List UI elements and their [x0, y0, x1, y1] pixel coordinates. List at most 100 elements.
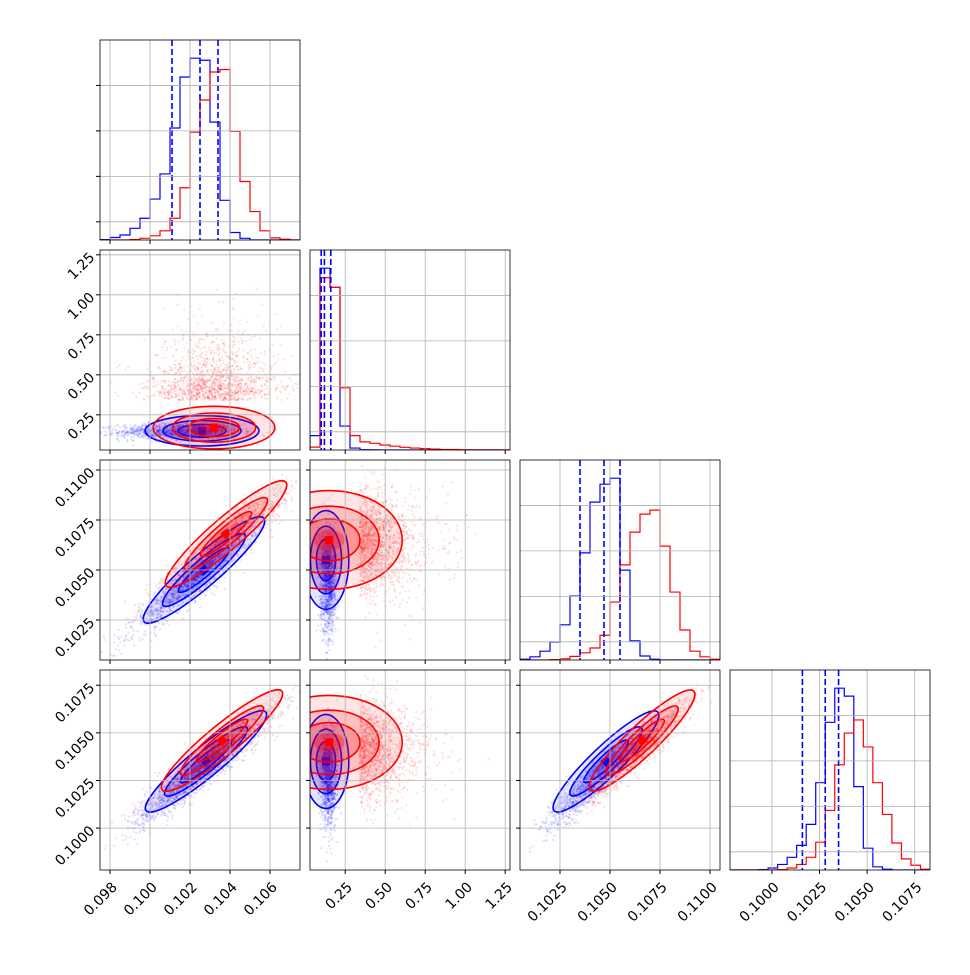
scatter-point [261, 484, 263, 486]
scatter-point [104, 434, 106, 436]
scatter-point [237, 332, 239, 334]
scatter-point [291, 355, 293, 357]
scatter-point [221, 399, 223, 401]
scatter-point [234, 360, 236, 362]
scatter-point [195, 350, 197, 352]
scatter-point [291, 497, 293, 499]
scatter-point [152, 386, 154, 388]
scatter-point [268, 349, 270, 351]
scatter-point [204, 384, 206, 386]
scatter-point [139, 637, 141, 639]
scatter-point [119, 430, 121, 432]
scatter-point [125, 626, 127, 628]
scatter-point [155, 634, 157, 636]
scatter-point [224, 385, 226, 387]
scatter-point [198, 346, 200, 348]
scatter-point [190, 390, 192, 392]
scatter-point [133, 436, 135, 438]
scatter-point [118, 629, 120, 631]
scatter-point [261, 385, 263, 387]
scatter-point [237, 385, 239, 387]
scatter-point [215, 337, 217, 339]
scatter-point [127, 621, 129, 623]
scatter-point [271, 536, 273, 538]
scatter-point [192, 349, 194, 351]
scatter-point [198, 338, 200, 340]
scatter-point [179, 372, 181, 374]
scatter-point [168, 372, 170, 374]
scatter-point [256, 378, 258, 380]
scatter-point [279, 344, 281, 346]
scatter-points-red [110, 287, 331, 401]
scatter-point [199, 363, 201, 365]
scatter-point [201, 315, 203, 317]
scatter-point [186, 342, 188, 344]
scatter-point [221, 385, 223, 387]
scatter-point [249, 383, 251, 385]
scatter-point [278, 523, 280, 525]
scatter-point [82, 439, 84, 441]
scatter-point [141, 435, 143, 437]
scatter-point [222, 359, 224, 361]
scatter-point [264, 384, 266, 386]
scatter-point [128, 632, 130, 634]
scatter-point [164, 370, 166, 372]
scatter-point [243, 361, 245, 363]
scatter-point [231, 385, 233, 387]
scatter-point [192, 332, 194, 334]
scatter-point [174, 384, 176, 386]
panel-content [310, 250, 510, 450]
scatter-point [251, 357, 253, 359]
scatter-point [236, 366, 238, 368]
scatter-point [193, 360, 195, 362]
scatter-point [245, 340, 247, 342]
scatter-point [118, 424, 120, 426]
scatter-point [193, 315, 195, 317]
scatter-point [192, 384, 194, 386]
scatter-point [211, 322, 213, 324]
scatter-point [117, 636, 119, 638]
scatter-point [238, 394, 240, 396]
scatter-point [196, 362, 198, 364]
scatter-point [201, 351, 203, 353]
scatter-point [292, 388, 294, 390]
scatter-point [133, 433, 135, 435]
scatter-point [286, 385, 288, 387]
scatter-point [101, 651, 103, 653]
scatter-point [199, 347, 201, 349]
scatter-point [164, 382, 166, 384]
scatter-point [266, 398, 268, 400]
scatter-point [123, 644, 125, 646]
scatter-point [167, 398, 169, 400]
scatter-point [225, 379, 227, 381]
scatter-point [121, 431, 123, 433]
scatter-point [131, 436, 133, 438]
scatter-point [264, 350, 266, 352]
scatter-point [209, 383, 211, 385]
scatter-point [127, 434, 129, 436]
scatter-point [117, 645, 119, 647]
scatter-point [239, 372, 241, 374]
scatter-point [144, 630, 146, 632]
scatter-point [182, 357, 184, 359]
scatter-point [191, 396, 193, 398]
scatter-point [125, 427, 127, 429]
scatter-point [174, 396, 176, 398]
scatter-point [172, 329, 174, 331]
scatter-point [130, 626, 132, 628]
scatter-point [210, 352, 212, 354]
scatter-point [143, 437, 145, 439]
scatter-point [207, 379, 209, 381]
scatter-point [219, 380, 221, 382]
scatter-point [241, 343, 243, 345]
scatter-point [119, 661, 121, 663]
scatter-point [116, 435, 118, 437]
scatter-point [219, 347, 221, 349]
scatter-point [194, 395, 196, 397]
scatter-point [246, 360, 248, 362]
scatter-point [178, 383, 180, 385]
scatter-point [145, 589, 147, 591]
scatter-point [233, 372, 235, 374]
scatter-point [127, 440, 129, 442]
density-peak [210, 424, 218, 432]
